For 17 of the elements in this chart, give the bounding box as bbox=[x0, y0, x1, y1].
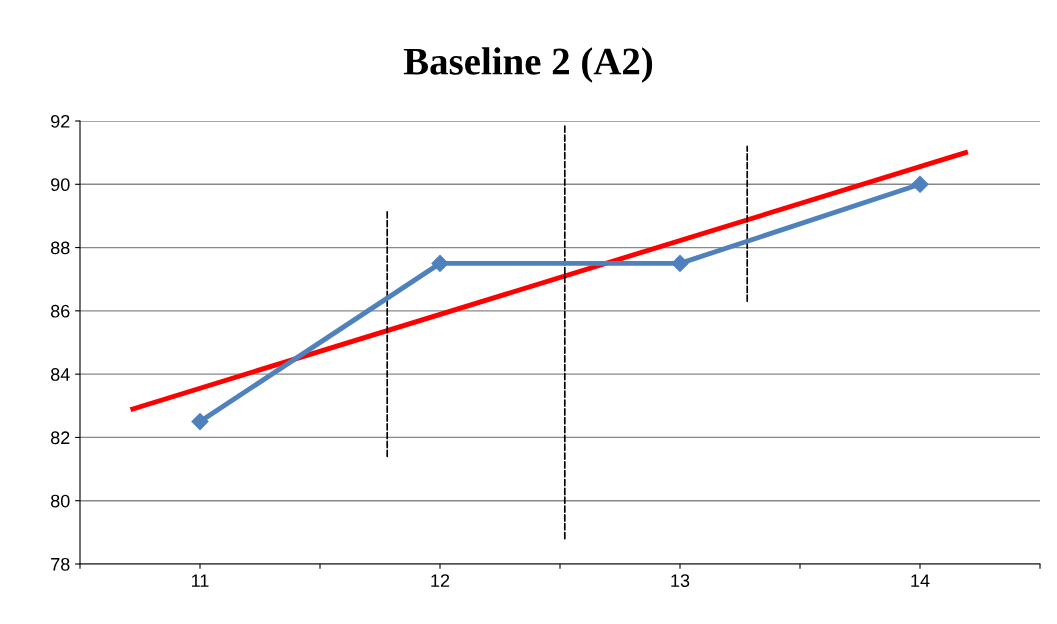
point bbox=[911, 175, 929, 193]
y-tick-label: 78 bbox=[51, 557, 70, 571]
x-tick-label: 11 bbox=[192, 574, 209, 587]
y-tick-label: 86 bbox=[50, 304, 70, 318]
y-tick-label: 84 bbox=[50, 368, 70, 381]
chart-title: Baseline 2 (A2) bbox=[403, 47, 653, 83]
point bbox=[431, 254, 449, 272]
y-tick-label: 82 bbox=[50, 431, 70, 445]
y-tick-label: 92 bbox=[51, 114, 70, 128]
x-tick-label: 13 bbox=[671, 574, 690, 587]
y-tick-label: 80 bbox=[50, 494, 70, 508]
point bbox=[191, 413, 209, 431]
y-tick-label: 88 bbox=[50, 241, 70, 255]
x-tick-label: 14 bbox=[911, 574, 930, 587]
x-tick-label: 12 bbox=[431, 574, 450, 587]
y-tick-label: 90 bbox=[51, 178, 70, 192]
point bbox=[671, 254, 689, 272]
